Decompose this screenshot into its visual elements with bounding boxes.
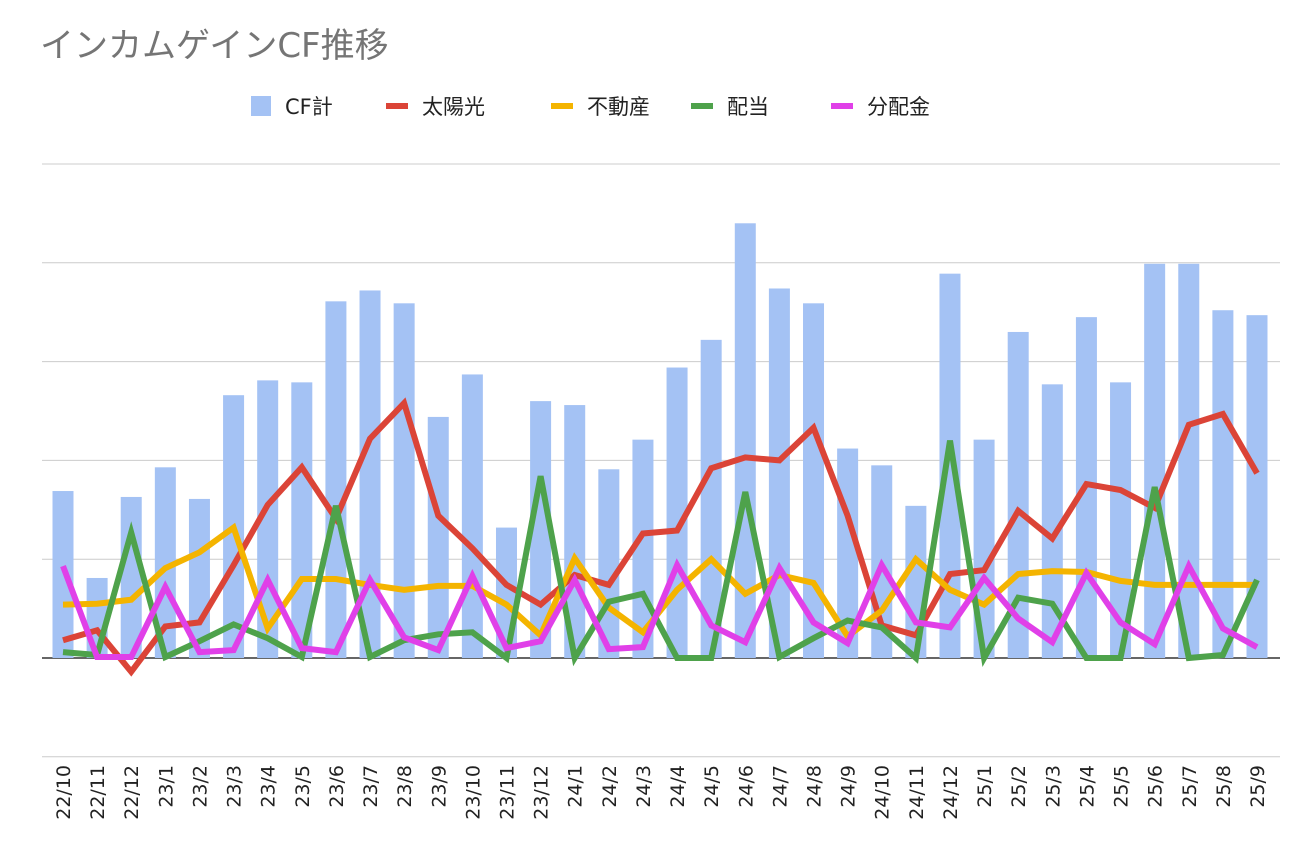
bar-23/7: [359, 290, 381, 658]
x-tick-label: 23/10: [462, 765, 484, 820]
bar-24/8: [803, 303, 825, 658]
bar-23/1: [154, 467, 176, 658]
legend-label: 配当: [727, 95, 769, 119]
gridlines: [42, 163, 1280, 758]
bar-series: [52, 223, 1268, 658]
legend-item-CF計[interactable]: CF計: [251, 95, 333, 119]
x-tick-label: 25/5: [1111, 765, 1133, 808]
bar-22/12: [120, 496, 142, 658]
x-tick-label: 24/7: [769, 765, 791, 808]
x-tick-label: 25/2: [1008, 765, 1030, 808]
bar-24/12: [939, 273, 961, 658]
bar-23/9: [427, 416, 449, 658]
x-tick-label: 22/11: [87, 765, 109, 820]
x-tick-label: 25/1: [974, 765, 996, 808]
x-tick-label: 24/1: [565, 765, 587, 808]
legend-swatch: [691, 103, 713, 109]
x-tick-label: 24/12: [940, 765, 962, 820]
legend-item-分配金[interactable]: 分配金: [831, 95, 930, 119]
bar-23/6: [325, 301, 347, 658]
bar-24/5: [700, 339, 722, 658]
x-tick-label: 24/10: [872, 765, 894, 820]
bar-23/10: [461, 374, 483, 658]
x-tick-label: 23/8: [394, 765, 416, 808]
bar-25/9: [1246, 315, 1268, 658]
legend-swatch: [386, 103, 408, 109]
x-tick-label: 23/1: [155, 765, 177, 808]
bar-25/6: [1144, 263, 1166, 658]
x-tick-label: 23/5: [292, 765, 314, 808]
x-tick-label: 25/3: [1042, 765, 1064, 808]
legend-swatch: [251, 96, 271, 116]
x-tick-label: 23/3: [224, 765, 246, 808]
x-tick-label: 25/4: [1076, 765, 1098, 808]
x-tick-label: 25/7: [1179, 765, 1201, 808]
x-tick-label: 22/10: [53, 765, 75, 820]
legend-swatch: [551, 103, 573, 109]
bar-25/5: [1110, 382, 1132, 658]
bar-23/8: [393, 303, 415, 658]
x-tick-label: 24/11: [906, 765, 928, 820]
bar-24/7: [768, 288, 790, 658]
legend-label: 太陽光: [422, 95, 485, 119]
bar-24/6: [734, 223, 756, 658]
x-tick-label: 24/8: [804, 765, 826, 808]
x-tick-label: 24/5: [701, 765, 723, 808]
line-series: [60, 397, 1260, 677]
legend: CF計 太陽光 不動産 配当 分配金: [251, 95, 930, 119]
x-tick-label: 24/9: [838, 765, 860, 808]
x-tick-label: 23/12: [531, 765, 553, 820]
x-tick-label: 25/9: [1247, 765, 1269, 808]
x-tick-label: 24/3: [633, 765, 655, 808]
x-axis-ticks: 22/10 22/11 22/12 23/1 23/2 23/3 23/4 23/5 23/6 2…: [53, 765, 1269, 820]
line-分配金: [60, 558, 1259, 660]
bar-25/7: [1178, 263, 1200, 658]
x-tick-label: 24/4: [667, 765, 689, 808]
legend-item-配当[interactable]: 配当: [691, 95, 769, 119]
bar-25/3: [1041, 384, 1063, 658]
x-tick-label: 25/6: [1145, 765, 1167, 808]
legend-swatch: [831, 103, 853, 109]
x-tick-label: 23/6: [326, 765, 348, 808]
chart-title: インカムゲインCF推移: [40, 26, 389, 66]
x-tick-label: 23/9: [428, 765, 450, 808]
x-tick-label: 23/4: [258, 765, 280, 808]
x-tick-label: 24/6: [735, 765, 757, 808]
x-tick-label: 23/11: [496, 765, 518, 820]
line-配当: [62, 440, 1260, 667]
legend-item-太陽光[interactable]: 太陽光: [386, 95, 485, 119]
bar-23/12: [530, 401, 552, 658]
x-tick-label: 25/8: [1213, 765, 1235, 808]
legend-label: 不動産: [587, 95, 650, 119]
x-tick-label: 23/2: [189, 765, 211, 808]
legend-label: CF計: [285, 95, 333, 119]
legend-item-不動産[interactable]: 不動産: [551, 95, 650, 119]
x-tick-label: 23/7: [360, 765, 382, 808]
bar-25/8: [1212, 310, 1234, 658]
x-tick-label: 24/2: [599, 765, 621, 808]
x-tick-label: 22/12: [121, 765, 143, 820]
line-太陽光: [62, 397, 1260, 677]
legend-label: 分配金: [867, 95, 930, 119]
